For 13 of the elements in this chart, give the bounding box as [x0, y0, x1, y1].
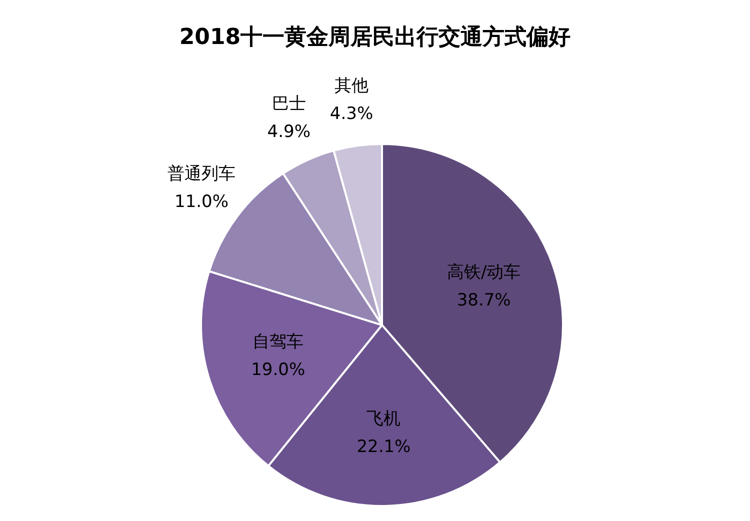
slice-label: 飞机 — [366, 409, 401, 430]
slice-label: 巴士 — [272, 94, 306, 114]
chart-title: 2018十一黄金周居民出行交通方式偏好 — [178, 24, 572, 52]
data-label: 4.3% — [330, 104, 374, 124]
data-label: 4.9% — [267, 122, 310, 142]
data-label: 22.1% — [356, 437, 411, 458]
slice-label: 高铁/动车 — [446, 262, 521, 283]
slice-label: 普通列车 — [168, 164, 236, 184]
data-label: 19.0% — [251, 360, 306, 380]
data-label: 11.0% — [174, 192, 229, 212]
data-label: 38.7% — [456, 290, 511, 311]
slice-label: 其他 — [334, 76, 369, 96]
slice-label: 自驾车 — [252, 332, 304, 352]
